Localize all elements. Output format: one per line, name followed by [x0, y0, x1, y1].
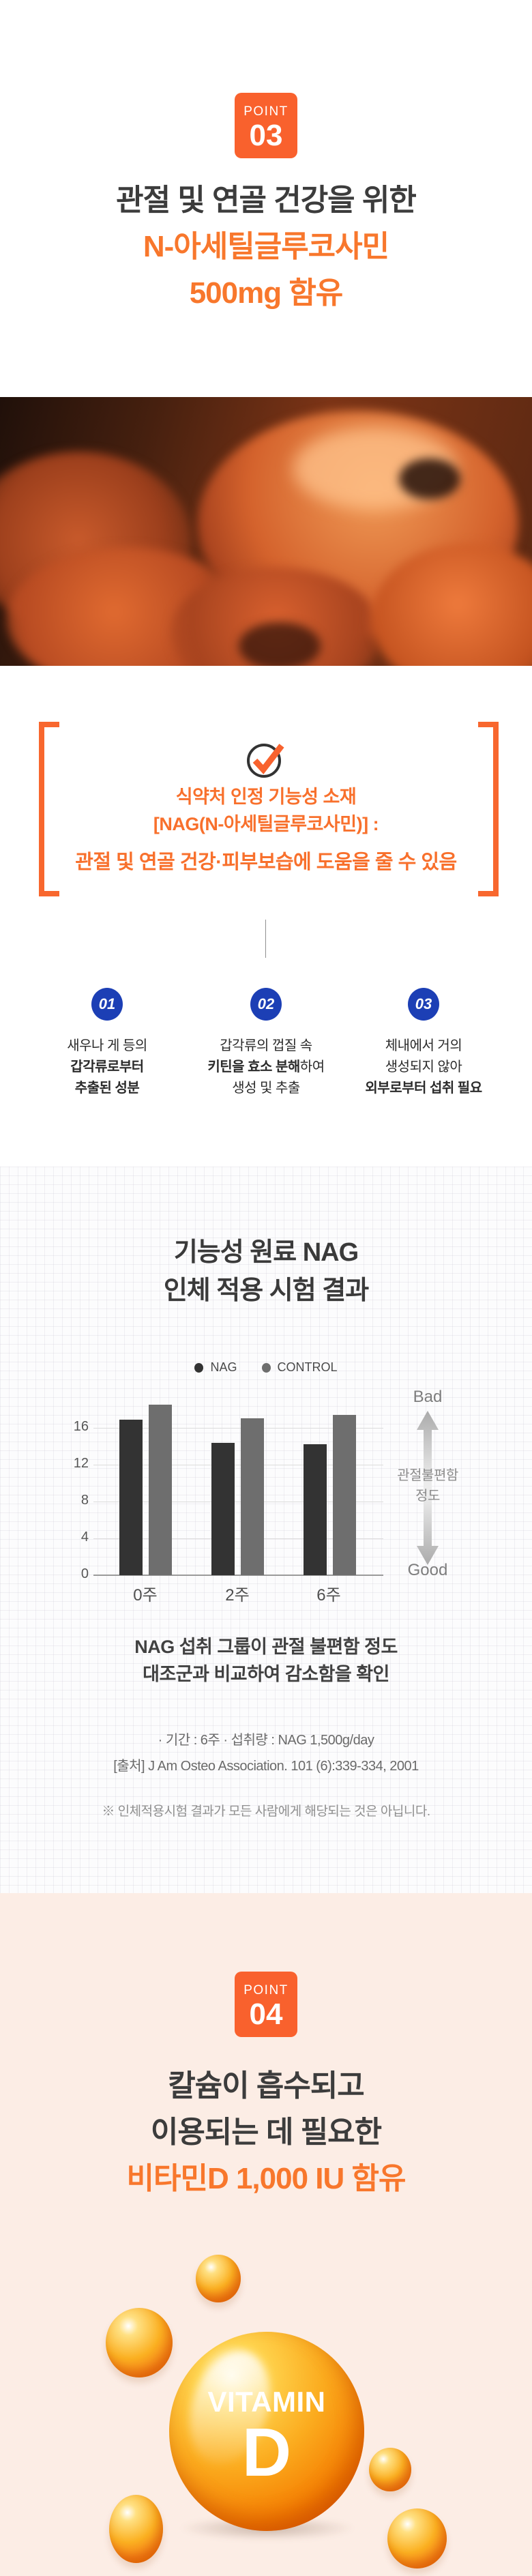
step-01: 01 새우나 게 등의 갑각류로부터 추출된 성분	[25, 988, 189, 1099]
point-03-badge: POINT 03	[235, 93, 297, 158]
step-02: 02 갑각류의 껍질 속 키틴을 효소 분해하여 생성 및 추출	[184, 988, 348, 1099]
vitamin-letter: D	[241, 2414, 292, 2491]
approval-line3: 관절 및 연골 건강·피부보습에 도움을 줄 수 있음	[75, 851, 457, 873]
point4-title-line1: 칼슘이 흡수되고	[168, 2069, 365, 2103]
vitamin-droplet-2	[106, 2308, 173, 2377]
crab-photo	[0, 397, 532, 666]
study-source-line: [출처] J Am Osteo Association. 101 (6):339…	[113, 1759, 419, 1774]
point-label: POINT	[243, 104, 289, 119]
approval-line1: 식약처 인정 기능성 소재	[175, 787, 357, 807]
study-title-line2: 인체 적용 시험 결과	[163, 1276, 369, 1305]
control-legend-dot	[261, 1362, 271, 1373]
step-02-number-badge: 02	[250, 988, 282, 1021]
vitamin-word: VITAMIN	[207, 2386, 326, 2418]
point-number: 04	[249, 1997, 283, 2031]
step-03-text: 체내에서 거의 생성되지 않아 외부로부터 섭취 필요	[365, 1038, 482, 1096]
approval-line2: [NAG(N-아세틸글루코사민)] :	[153, 814, 379, 834]
vitamin-droplet-3	[369, 2448, 411, 2491]
legend-item-control: CONTROL	[261, 1360, 338, 1375]
crab-dark-shadow	[239, 622, 321, 666]
nag-legend-dot	[194, 1362, 204, 1373]
study-caption-line2: 대조군과 비교하여 감소함을 확인	[143, 1664, 389, 1684]
nag-legend-label: NAG	[210, 1360, 237, 1374]
axis-good-label: Good	[407, 1561, 448, 1579]
legend-item-nag: NAG	[194, 1360, 237, 1375]
vertical-divider	[265, 920, 266, 958]
point3-title-line2: N-아세틸글루코사민	[143, 230, 389, 263]
point3-title-line3: 500mg 함유	[189, 276, 344, 310]
axis-bad-label: Bad	[413, 1388, 443, 1406]
clinical-study-section	[0, 1167, 532, 1893]
chart-legend: NAG CONTROL	[0, 1360, 532, 1375]
axis-description: 관절불편함 정도	[397, 1468, 458, 1504]
step-01-number-badge: 01	[91, 988, 123, 1021]
vitamin-pill	[169, 2332, 364, 2531]
right-bracket-decoration	[478, 722, 499, 896]
point-number: 03	[249, 119, 283, 152]
step-02-text: 갑각류의 껍질 속 키틴을 효소 분해하여 생성 및 추출	[207, 1038, 325, 1096]
point-label: POINT	[243, 1983, 289, 1997]
up-down-arrow-icon	[417, 1411, 439, 1565]
vitamin-droplet-5	[387, 2508, 447, 2568]
study-disclaimer: ※ 인체적용시험 결과가 모든 사람에게 해당되는 것은 아닙니다.	[102, 1804, 430, 1819]
study-caption-line1: NAG 섭취 그룹이 관절 불편함 정도	[134, 1637, 398, 1657]
study-title-line1: 기능성 원료 NAG	[173, 1238, 359, 1267]
point-04-badge: POINT 04	[235, 1972, 297, 2037]
point4-title-line3: 비타민D 1,000 IU 함유	[126, 2162, 407, 2195]
step-03: 03 체내에서 거의 생성되지 않아 외부로부터 섭취 필요	[342, 988, 505, 1099]
step-03-number-badge: 03	[408, 988, 439, 1021]
left-bracket-decoration	[39, 722, 59, 896]
step-01-text: 새우나 게 등의 갑각류로부터 추출된 성분	[67, 1038, 147, 1096]
study-info-line1: · 기간 : 6주 · 섭취량 : NAG 1,500g/day	[158, 1733, 374, 1748]
control-legend-label: CONTROL	[277, 1360, 338, 1374]
vitamin-droplet-1	[196, 2255, 241, 2302]
checkmark-icon	[247, 744, 284, 778]
crab-claw-shadow	[399, 458, 460, 499]
vitamin-droplet-4	[109, 2495, 163, 2563]
point3-title-line1: 관절 및 연골 건강을 위한	[116, 184, 417, 217]
point4-title-line2: 이용되는 데 필요한	[150, 2116, 382, 2149]
